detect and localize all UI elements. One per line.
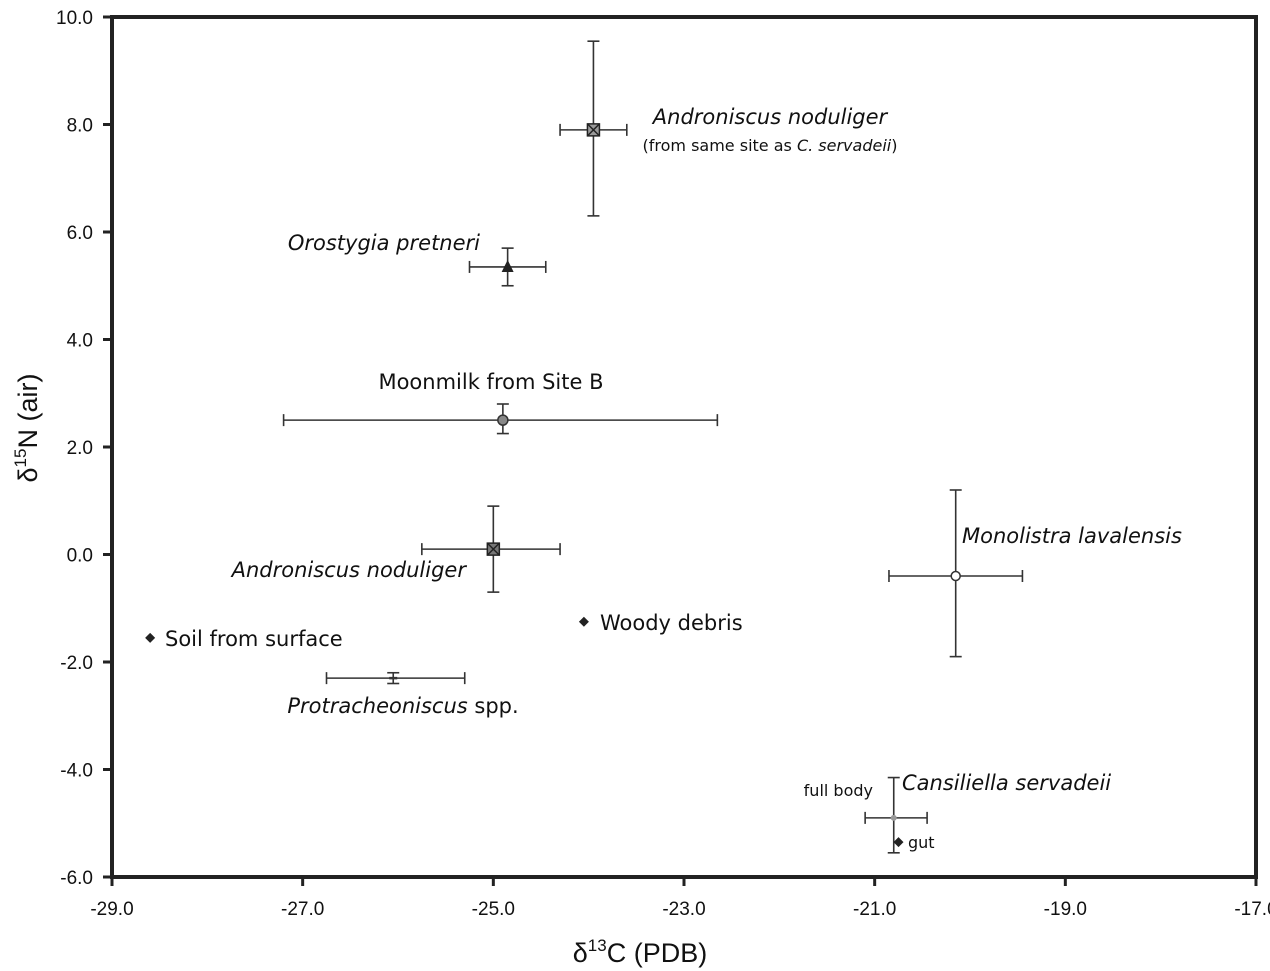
data-marks (145, 40, 1024, 854)
x-tick-label: -21.0 (853, 899, 896, 920)
data-point-orostygia (501, 259, 514, 272)
data-point-cserv-full (890, 814, 897, 821)
label-protracheoniscus: Protracheoniscus spp. (287, 694, 518, 718)
label-full-body: full body (804, 781, 873, 800)
data-point-woody (578, 616, 589, 627)
x-tick-label: -25.0 (472, 899, 515, 920)
data-point-cserv-gut (893, 837, 904, 848)
label-woody-debris: Woody debris (600, 611, 743, 635)
label-monolistra: Monolistra lavalensis (962, 524, 1182, 548)
data-point-andro-cross (486, 542, 500, 556)
y-tick-label: 0.0 (67, 546, 93, 567)
x-tick-label: -17.0 (1234, 899, 1270, 920)
data-point-monolistra (950, 570, 961, 582)
y-tick-label: -6.0 (60, 868, 93, 889)
label-soil: Soil from surface (165, 627, 343, 651)
y-tick-label: 2.0 (67, 438, 93, 459)
label-gut: gut (908, 833, 935, 852)
x-tick-label: -29.0 (90, 899, 133, 920)
data-point-moonmilk (497, 414, 509, 426)
y-tick-label: -2.0 (60, 653, 93, 674)
y-tick-label: 10.0 (56, 8, 93, 29)
label-cansiliella: Cansiliella servadeii (902, 771, 1111, 795)
y-tick-label: 4.0 (67, 331, 93, 352)
label-moonmilk: Moonmilk from Site B (378, 370, 603, 394)
y-tick-label: -4.0 (60, 761, 93, 782)
y-tick-label: 6.0 (67, 223, 93, 244)
axis-ticks: -29.0 -27.0 -25.0 -23.0 -21.0 -19.0 -17.0 10.0 8… (56, 8, 1270, 920)
data-point-andro-cserv-cross (586, 123, 600, 137)
data-point-soil (145, 632, 156, 643)
x-tick-label: -19.0 (1044, 899, 1087, 920)
y-tick-label: 8.0 (67, 116, 93, 137)
label-androniscus: Androniscus noduliger (230, 558, 468, 582)
label-androniscus-cservadeii-site: Androniscus noduliger (651, 105, 889, 129)
y-axis-title: δ15N (air) (11, 374, 43, 483)
x-tick-label: -23.0 (662, 899, 705, 920)
x-axis-title: δ13C (PDB) (573, 936, 707, 968)
label-androniscus-cservadeii-note: (from same site as C. servadeii) (643, 136, 898, 155)
label-orostygia: Orostygia pretneri (288, 231, 480, 255)
x-tick-label: -27.0 (281, 899, 324, 920)
